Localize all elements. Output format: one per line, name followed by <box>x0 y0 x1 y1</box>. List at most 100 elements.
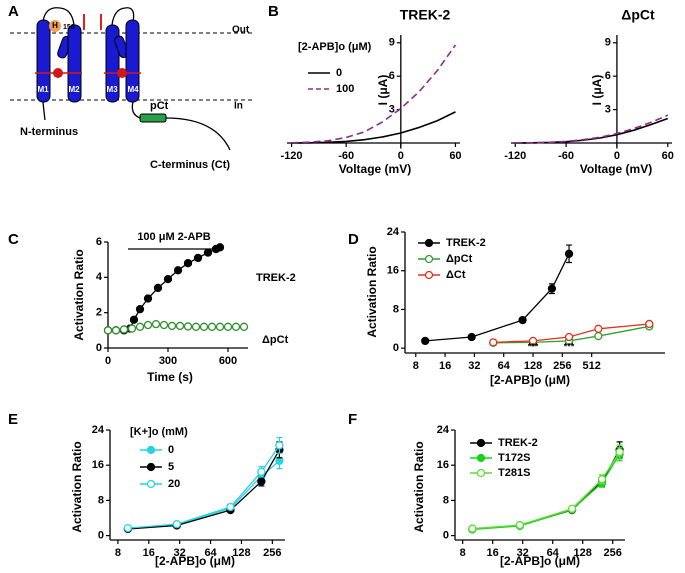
marker <box>151 319 161 329</box>
marker <box>518 315 527 325</box>
y-tick-label: 6 <box>96 236 102 248</box>
marker <box>231 322 241 331</box>
significance: *** <box>564 342 575 352</box>
legend-title: [K+]o (mM) <box>130 426 188 438</box>
marker <box>183 259 193 268</box>
marker <box>615 447 624 457</box>
x-tick-label: 0 <box>614 150 620 162</box>
x-tick-label: 256 <box>604 547 622 559</box>
marker <box>476 438 486 448</box>
legend-label: ΔCt <box>446 269 466 281</box>
y-tick-label: 24 <box>437 424 450 436</box>
label: M3 <box>106 85 118 94</box>
y-tick-label: 0 <box>393 342 399 354</box>
y-tick-label: 3 <box>605 104 611 116</box>
x-axis-label: Time (s) <box>147 370 193 384</box>
series-line <box>515 117 669 144</box>
x-tick-label: 16 <box>143 547 155 559</box>
y-tick-label: 6 <box>605 70 611 82</box>
marker <box>424 270 434 280</box>
x-tick-label: 32 <box>174 547 186 559</box>
y-tick-label: 4 <box>96 271 103 283</box>
marker <box>191 322 201 331</box>
marker <box>159 320 169 330</box>
panel-label: E <box>8 411 18 428</box>
x-tick-label: 32 <box>468 360 480 372</box>
marker <box>119 325 129 334</box>
series-line <box>425 253 570 342</box>
marker <box>153 283 163 293</box>
marker <box>489 338 498 347</box>
marker <box>203 248 213 257</box>
legend-label: TREK-2 <box>446 237 486 249</box>
label: M4 <box>127 85 139 94</box>
annotation: 100 μM 2-APB <box>137 231 210 243</box>
legend-label: 20 <box>168 478 180 490</box>
y-tick-label: 0 <box>96 342 102 354</box>
label: pCt <box>150 100 169 112</box>
y-tick-label: 8 <box>443 494 449 506</box>
legend-label: T172S <box>498 452 530 464</box>
marker <box>275 456 284 465</box>
x-tick-label: 8 <box>413 360 419 372</box>
chart-title: ΔpCt <box>621 7 655 23</box>
series-line <box>291 111 456 144</box>
x-tick-label: 0 <box>105 355 111 367</box>
marker <box>143 294 153 303</box>
marker <box>167 321 177 331</box>
x-tick-label: 512 <box>582 360 600 372</box>
legend-label: 5 <box>168 461 174 473</box>
label: 156 <box>63 24 75 31</box>
x-tick-label: 128 <box>232 547 250 559</box>
marker <box>564 249 574 258</box>
x-axis-label: [2-APB]o (μM) <box>155 554 235 568</box>
x-tick-label: 64 <box>498 360 511 372</box>
x-tick-label: -60 <box>558 150 574 162</box>
y-tick-label: 16 <box>92 459 104 471</box>
marker <box>215 322 225 331</box>
y-tick-label: 2 <box>96 307 102 319</box>
series-line <box>127 449 280 530</box>
label: C-terminus (Ct) <box>150 159 230 171</box>
x-tick-label: 128 <box>574 547 592 559</box>
x-tick-label: 32 <box>517 547 529 559</box>
marker <box>424 254 434 264</box>
marker <box>467 332 476 342</box>
y-tick-label: 16 <box>387 265 399 277</box>
marker <box>193 253 203 263</box>
panel-label: F <box>348 411 357 428</box>
x-tick-label: 64 <box>547 547 560 559</box>
y-axis-label: Activation Ratio <box>70 441 84 532</box>
panel-label: A <box>8 3 19 20</box>
marker <box>597 475 607 484</box>
c-tail <box>131 101 141 119</box>
x-tick-label: 300 <box>159 355 177 367</box>
marker <box>421 336 430 346</box>
series-line <box>515 114 669 144</box>
x-axis-label: Voltage (mV) <box>580 162 652 176</box>
marker <box>207 322 217 331</box>
marker <box>239 322 249 331</box>
legend-label: 0 <box>168 444 174 456</box>
marker <box>275 441 284 450</box>
marker <box>257 467 266 476</box>
marker <box>146 445 156 455</box>
chart-title: TREK-2 <box>400 7 451 23</box>
residue-h <box>49 20 61 32</box>
x-tick-label: 8 <box>115 547 121 559</box>
series-line <box>291 44 457 144</box>
marker <box>547 284 557 293</box>
channel-diagram: Out In H 156 M1 M2 M3 M4 pCt N-terminus … <box>10 7 255 171</box>
series-line <box>108 246 221 331</box>
c-tail <box>165 117 231 151</box>
marker <box>515 520 525 530</box>
marker <box>199 322 209 331</box>
y-axis-label: I (μA) <box>376 75 390 106</box>
marker <box>127 324 137 333</box>
marker <box>103 326 113 335</box>
y-tick-label: 24 <box>92 424 105 436</box>
y-axis-label: I (μA) <box>590 75 604 106</box>
label: Out <box>232 25 250 36</box>
y-tick-label: 0 <box>98 530 104 542</box>
